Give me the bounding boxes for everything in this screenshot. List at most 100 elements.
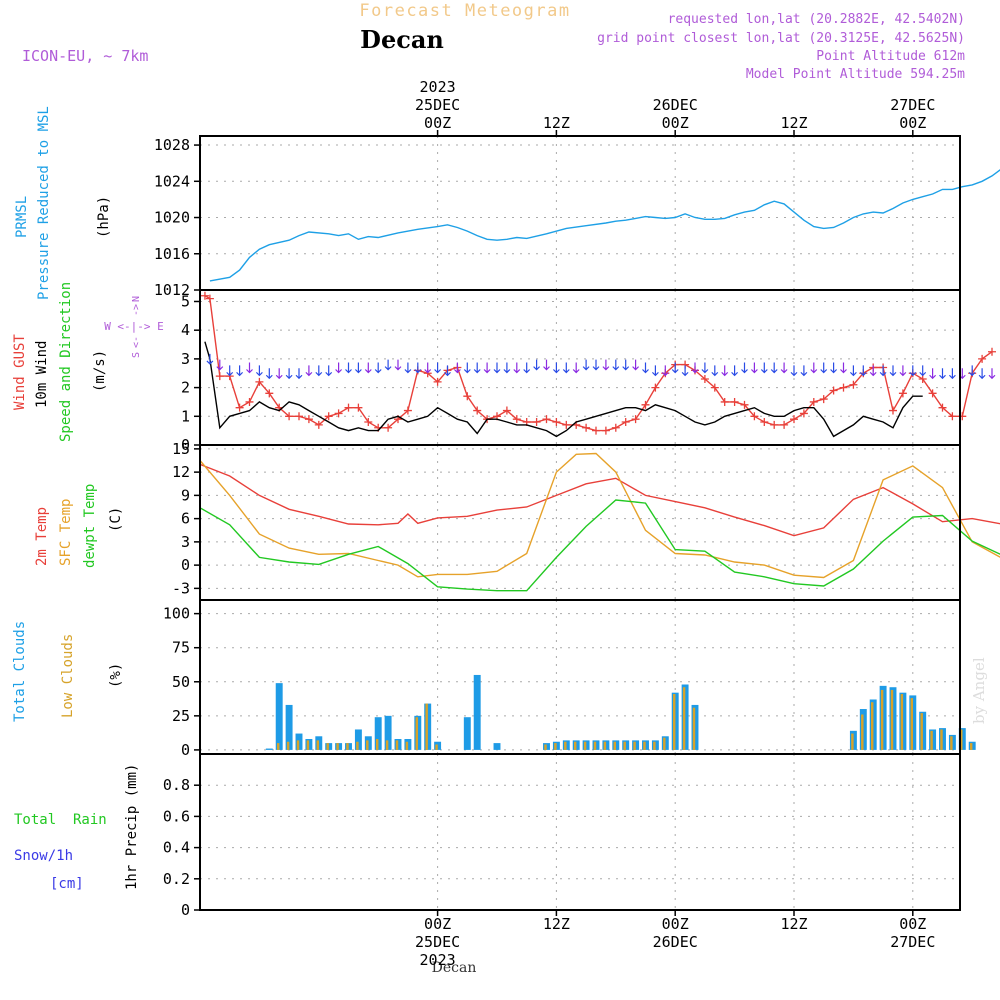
gust-marker [720,397,729,406]
wind-barb [513,362,521,374]
cloud-bar-low [296,740,300,750]
wind-barb [335,362,343,374]
cloud-bar-low [405,741,409,750]
gust-marker [473,406,482,415]
y-tick-label: -3 [172,579,190,597]
gust-marker [285,412,294,421]
cloud-bar-low [415,717,419,750]
gust-marker [512,415,521,424]
cloud-bar-total [265,748,273,750]
x-date-label-top: 25DEC [415,96,460,114]
compass-arrow-down: <- [131,336,142,348]
gust-marker [384,423,393,432]
compass-n: N [131,296,142,302]
wind-barb [354,362,362,374]
gust-marker [809,397,818,406]
cloud-bar-low [900,694,904,750]
p2-label-3: Speed and Direction [58,282,74,442]
x-date-label-top: 26DEC [653,96,698,114]
gust-marker [354,403,363,412]
wind-barb [473,362,481,374]
compass-arrow-up: -> [131,304,142,316]
wind-barb [503,362,511,374]
p4-label-2: Low Clouds [60,634,76,718]
gust-marker [710,383,719,392]
wind-barb [384,359,392,371]
wind-barb [275,368,283,380]
cloud-bar-low [930,730,933,750]
y-tick-label: 0 [181,741,190,759]
gust-marker [532,418,541,427]
gust-marker [631,415,640,424]
x-tick-label-top: 00Z [899,114,926,132]
x-date-label-bottom: 26DEC [653,933,698,951]
gust-marker [898,389,907,398]
point-altitude: Point Altitude 612m [816,49,965,64]
gust-marker [760,418,769,427]
cloud-bar-total [463,717,471,750]
y-tick-label: 1024 [154,172,190,190]
gust-marker [235,403,244,412]
model-label: ICON-EU, ~ 7km [22,47,148,65]
wind-barb [572,362,580,374]
wind-barb [830,362,838,374]
p5-label-3: [cm] [50,876,84,892]
gust-marker [948,412,957,421]
gridpoint-coords: grid point closest lon,lat (20.3125E, 42… [597,31,965,46]
series-sfc-temp [199,452,1000,579]
gust-marker [562,420,571,429]
cloud-bar-total [275,683,283,750]
gust-marker [200,291,209,300]
x-tick-label-bottom: 00Z [899,915,926,933]
gust-marker [651,383,660,392]
p1-label-2: Pressure Reduced to MSL [36,106,52,300]
wind-barb [404,362,412,374]
y-tick-label: 1 [181,407,190,425]
cloud-bar-low [326,743,329,750]
gust-marker [433,377,442,386]
cloud-bar-low [425,703,428,750]
wind-barb [780,362,788,374]
y-tick-label: 50 [172,673,190,691]
wind-barb [434,362,442,374]
cloud-bar-low [564,741,567,750]
gust-marker [730,397,739,406]
wind-barb [483,362,491,374]
plot-area: 10121016102010241028012345-3036912150255… [154,78,1000,969]
wind-barb [602,359,610,371]
cloud-bar-low [890,689,894,750]
wind-barb [810,362,818,374]
gust-marker [978,354,987,363]
wind-barb [691,362,699,374]
wind-barb [741,362,748,374]
wind-barb [939,368,946,380]
wind-barb [592,359,600,371]
wind-barb [929,368,937,380]
wind-barb [394,359,402,371]
wind-barb [849,365,857,377]
y-tick-label: 0 [181,436,190,454]
cloud-bar-low [623,741,626,750]
wind-barb [879,365,887,377]
p2-unit: (m/s) [92,350,108,392]
series-dewpt-temp [199,499,1000,592]
x-date-label-bottom: 27DEC [890,933,935,951]
p3-unit: (C) [108,507,124,532]
gust-marker [324,412,333,421]
wind-barb [642,362,649,374]
wind-barb [305,365,313,377]
gust-marker [582,423,591,432]
wind-barb [760,362,768,374]
cloud-bar-low [960,729,963,750]
compass-s: S [131,352,142,358]
cloud-bar-low [286,741,290,750]
cloud-bar-low [276,743,280,750]
cloud-bar-low [306,740,310,750]
gust-marker [265,389,274,398]
wind-barb [582,359,590,371]
gust-marker [790,415,798,424]
gust-marker [463,392,472,401]
x-tick-label-top: 12Z [780,114,807,132]
cloud-bar-total [285,704,293,750]
x-year-label-top: 2023 [420,78,456,96]
